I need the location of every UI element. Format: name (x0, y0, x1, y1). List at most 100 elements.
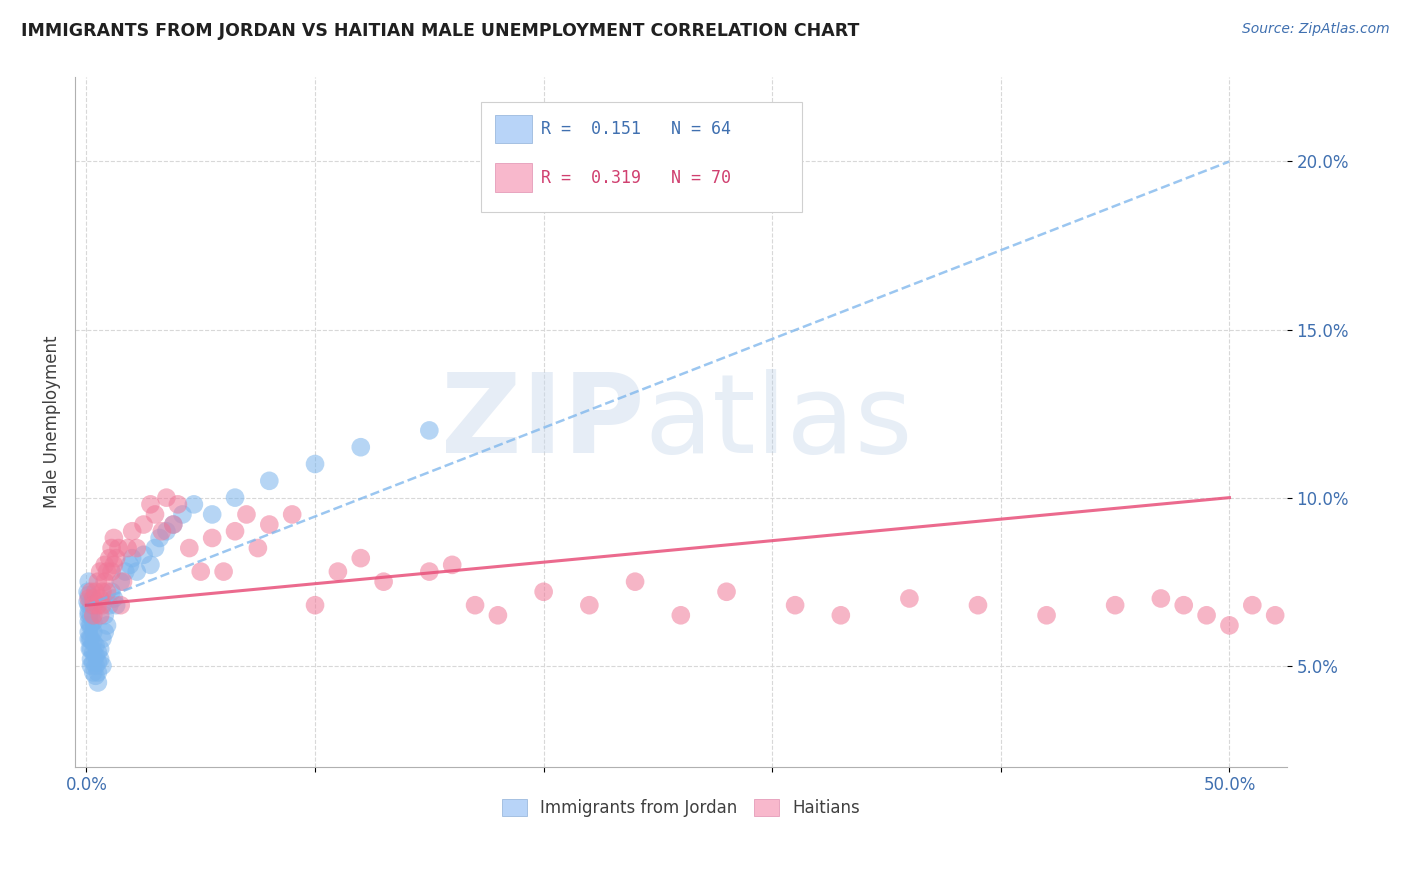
Point (82, 656, 104, 670)
Point (143, 541, 166, 555)
Point (201, 508, 224, 522)
Point (418, 424, 440, 438)
Point (326, 565, 349, 579)
Point (87, 574, 110, 589)
Point (77, 574, 100, 589)
Point (1264, 608, 1286, 623)
Point (77, 608, 100, 623)
Point (1195, 608, 1218, 623)
Point (91, 584, 114, 599)
Point (486, 608, 509, 623)
Bar (495, 114, 531, 144)
Point (82, 635, 104, 649)
Point (224, 491, 246, 505)
Point (121, 524, 143, 539)
Point (1035, 608, 1057, 623)
Point (785, 598, 807, 612)
Point (76, 584, 98, 599)
Point (830, 608, 852, 623)
Point (155, 491, 177, 505)
Point (533, 584, 555, 599)
Point (87, 675, 110, 690)
Point (183, 497, 205, 511)
Point (110, 574, 132, 589)
Point (669, 608, 692, 623)
Point (87, 598, 110, 612)
Legend: Immigrants from Jordan, Haitians: Immigrants from Jordan, Haitians (495, 792, 866, 823)
Point (77, 588, 100, 602)
Point (1218, 618, 1240, 632)
Point (172, 508, 194, 522)
Point (80, 652, 103, 666)
Point (150, 524, 173, 539)
Point (82, 645, 104, 659)
Point (82, 591, 104, 606)
Point (103, 591, 125, 606)
Point (77, 598, 100, 612)
Point (89, 591, 111, 606)
Point (304, 598, 326, 612)
FancyBboxPatch shape (481, 102, 801, 211)
Point (143, 508, 166, 522)
Point (224, 524, 246, 539)
Point (100, 565, 122, 579)
Point (139, 497, 162, 511)
Point (89, 652, 111, 666)
Point (114, 565, 136, 579)
Point (91, 598, 114, 612)
Point (373, 574, 395, 589)
Point (107, 541, 129, 555)
Point (105, 598, 128, 612)
Point (118, 558, 141, 572)
Point (96, 565, 118, 579)
Text: R =  0.151   N = 64: R = 0.151 N = 64 (541, 120, 731, 138)
Point (79, 641, 101, 656)
Point (79, 618, 101, 632)
Point (100, 584, 122, 599)
Point (132, 517, 155, 532)
Point (201, 531, 224, 545)
Point (235, 508, 257, 522)
Point (84, 658, 107, 673)
Point (93, 558, 115, 572)
Point (98, 551, 121, 566)
Point (441, 558, 464, 572)
Point (464, 598, 486, 612)
Point (89, 565, 111, 579)
Point (149, 531, 172, 545)
Point (84, 648, 107, 663)
Point (76, 595, 98, 609)
Y-axis label: Male Unemployment: Male Unemployment (44, 335, 60, 508)
Point (105, 551, 128, 566)
Point (898, 591, 921, 606)
Point (82, 625, 104, 640)
Point (139, 558, 162, 572)
Point (103, 558, 125, 572)
Point (418, 565, 440, 579)
Point (259, 517, 281, 532)
Point (162, 517, 184, 532)
Point (167, 497, 190, 511)
Point (82, 598, 104, 612)
Point (190, 565, 212, 579)
Point (103, 531, 125, 545)
Point (80, 608, 103, 623)
Point (716, 584, 738, 599)
Point (246, 541, 269, 555)
Text: ZIP: ZIP (441, 368, 644, 475)
Point (80, 618, 103, 632)
Point (304, 457, 326, 471)
Point (162, 517, 184, 532)
Point (77, 591, 100, 606)
Point (84, 639, 107, 653)
Point (80, 598, 103, 612)
Point (82, 615, 104, 629)
Point (1104, 598, 1126, 612)
Point (110, 598, 132, 612)
Point (132, 548, 155, 562)
Point (82, 608, 104, 623)
Point (578, 598, 600, 612)
Point (87, 656, 110, 670)
Point (80, 641, 103, 656)
Point (281, 508, 304, 522)
